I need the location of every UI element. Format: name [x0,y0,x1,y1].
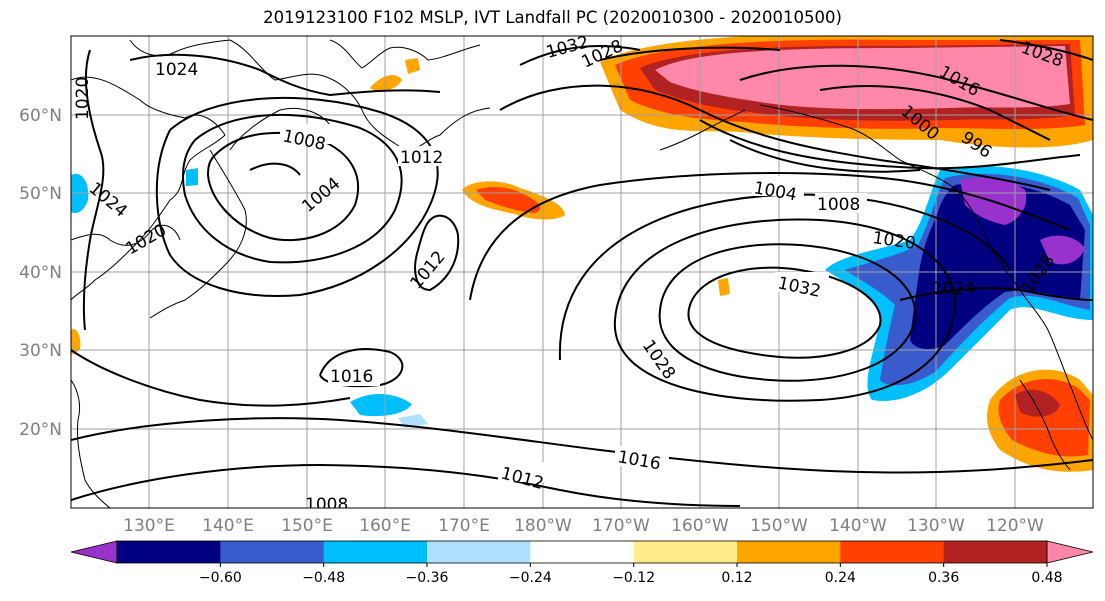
colorbar-tick-label: −0.60 [199,570,242,586]
colorbar-tick-label: −0.48 [302,570,345,586]
lat-label: 50°N [19,184,62,204]
colorbar-tick-label: 0.48 [1031,570,1062,586]
colorbar-segment [220,541,325,563]
colorbar-segment [530,541,635,563]
lat-label: 30°N [19,341,62,361]
colorbar-tick-label: −0.12 [612,570,655,586]
lon-label: 150°E [281,516,333,536]
lat-label: 40°N [19,263,62,283]
latitude-labels: 20°N 30°N 40°N 50°N 60°N [19,106,62,440]
lon-label: 140°E [202,516,254,536]
colorbar-extend-high [1046,540,1094,564]
ivt-positive-alaska [600,36,1093,148]
colorbar-tick-label: −0.24 [509,570,552,586]
gridlines [71,36,1093,508]
colorbar-segment [737,541,841,563]
colorbar-segment [427,541,531,563]
map-title: 2019123100 F102 MSLP, IVT Landfall PC (2… [263,8,842,27]
coastlines [71,39,1093,508]
lon-label: 150°W [750,516,808,536]
map-frame [70,35,1094,509]
lon-label: 130°W [907,516,965,536]
svg-text:1024: 1024 [932,279,975,299]
colorbar-extend-low [70,540,118,564]
colorbar-tick-label: 0.12 [721,570,752,586]
lon-label: 140°W [829,516,887,536]
longitude-labels: 130°E 140°E 150°E 160°E 170°E 180°W 170°… [123,516,1044,536]
colorbar-segment [943,541,1048,563]
lat-label: 20°N [19,420,62,440]
colorbar-tick-label: −0.36 [406,570,449,586]
lon-label: 160°W [671,516,729,536]
lon-label: 180°W [514,516,572,536]
svg-text:1008: 1008 [817,195,860,215]
lon-label: 120°W [986,516,1044,536]
svg-text:1020: 1020 [73,77,93,120]
svg-text:1012: 1012 [400,148,443,168]
colorbar: −0.60 −0.48 −0.36 −0.24 −0.12 0.12 0.24 0.36 0.4… [70,540,1094,586]
ivt-negative-pacific [350,393,412,417]
lon-label: 170°W [592,516,650,536]
colorbar-tick-label: 0.24 [825,570,856,586]
lon-label: 170°E [438,516,490,536]
colorbar-segment [633,541,738,563]
colorbar-segment [117,541,221,563]
lon-label: 160°E [359,516,411,536]
colorbar-segment [840,541,945,563]
svg-text:1024: 1024 [155,60,198,80]
colorbar-tick-label: 0.36 [928,570,959,586]
lat-label: 60°N [19,106,62,126]
colorbar-segment [323,541,428,563]
svg-text:1008: 1008 [305,495,348,515]
colorbar-frame [116,540,1048,564]
svg-text:1016: 1016 [330,367,373,387]
lon-label: 130°E [123,516,175,536]
